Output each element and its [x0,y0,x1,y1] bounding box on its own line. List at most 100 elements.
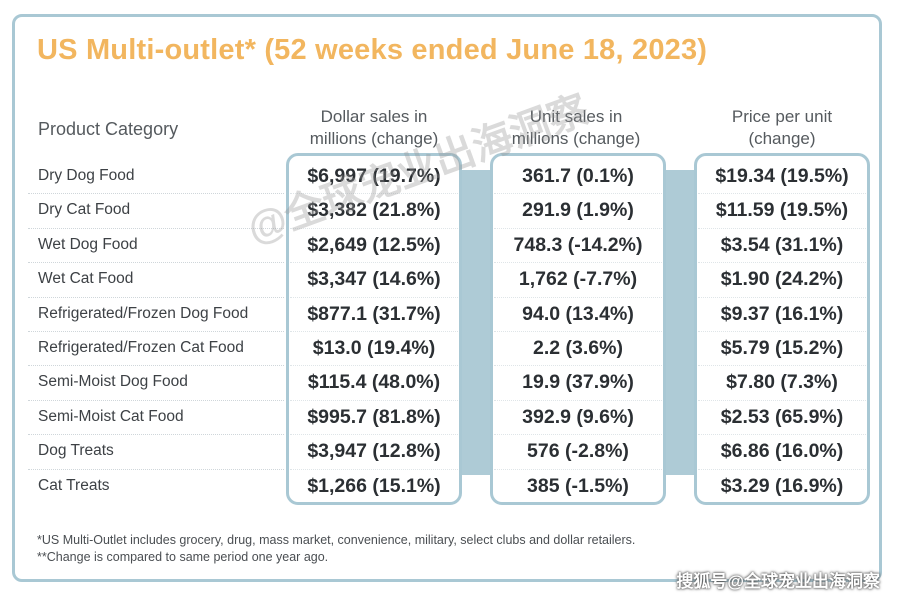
row-divider [290,365,458,367]
dollar-sales-cell: $1,266 (15.1%) [307,474,441,497]
table-row: Dry Cat Food $3,382 (21.8%) 291.9 (1.9%)… [28,194,870,229]
unit-sales-column-header: Unit sales in millions (change) [511,107,641,148]
row-divider [494,399,662,401]
dollar-sales-column-header: Dollar sales in millions (change) [309,107,439,148]
table-row: Wet Dog Food $2,649 (12.5%) 748.3 (-14.2… [28,229,870,264]
row-divider [28,262,284,264]
row-divider [698,193,866,195]
category-cell: Dog Treats [38,442,114,460]
table-row: Wet Cat Food $3,347 (14.6%) 1,762 (-7.7%… [28,263,870,298]
unit-sales-cell: 392.9 (9.6%) [522,405,634,428]
category-column-header: Product Category [38,119,179,139]
table-row: Dog Treats $3,947 (12.8%) 576 (-2.8%) $6… [28,435,870,470]
row-divider [28,365,284,367]
unit-sales-cell: 576 (-2.8%) [527,440,629,463]
unit-sales-cell: 748.3 (-14.2%) [513,233,643,256]
dollar-sales-cell: $995.7 (81.8%) [307,405,441,428]
category-cell: Semi-Moist Cat Food [38,407,184,425]
unit-sales-cell: 291.9 (1.9%) [522,199,634,222]
dollar-sales-cell: $13.0 (19.4%) [312,336,436,359]
category-cell: Dry Dog Food [38,167,135,184]
table-row: Semi-Moist Cat Food $995.7 (81.8%) 392.9… [28,401,870,436]
price-cell: $11.59 (19.5%) [715,199,849,222]
table-row: Refrigerated/Frozen Dog Food $877.1 (31.… [28,298,870,332]
row-divider [698,227,866,229]
dollar-sales-cell: $3,382 (21.8%) [307,199,441,222]
row-divider [28,227,284,229]
footnote: *US Multi-Outlet includes grocery, drug,… [37,533,636,547]
row-divider [290,330,458,332]
row-divider [698,365,866,367]
source-credit: 搜狐号@全球宠业出海洞察 [676,572,880,591]
row-divider [290,468,458,470]
row-divider [290,227,458,229]
row-divider [698,262,866,264]
row-divider [698,296,866,298]
price-cell: $1.90 (24.2%) [720,268,844,291]
row-divider [698,434,866,436]
row-divider [28,399,284,401]
unit-sales-cell: 361.7 (0.1%) [522,165,634,187]
row-divider [28,193,284,195]
unit-sales-column-box [490,153,666,505]
dollar-sales-column-box [286,153,462,505]
category-cell: Cat Treats [38,476,110,494]
table-row: Refrigerated/Frozen Cat Food $13.0 (19.4… [28,332,870,367]
unit-sales-cell: 2.2 (3.6%) [533,336,623,359]
row-divider [290,262,458,264]
dollar-sales-cell: $6,997 (19.7%) [307,165,441,187]
row-divider [494,365,662,367]
row-divider [698,399,866,401]
price-per-unit-column-header: Price per unit (change) [731,107,833,148]
category-cell: Wet Dog Food [38,235,138,253]
column-connector [458,170,494,475]
row-divider [494,193,662,195]
price-cell: $5.79 (15.2%) [720,336,844,359]
dollar-sales-cell: $877.1 (31.7%) [307,302,441,325]
dollar-sales-cell: $3,347 (14.6%) [307,268,441,291]
table-row: Cat Treats $1,266 (15.1%) 385 (-1.5%) $3… [28,470,870,504]
category-cell: Refrigerated/Frozen Dog Food [38,304,249,322]
price-cell: $9.37 (16.1%) [720,302,844,325]
row-divider [494,262,662,264]
price-cell: $3.29 (16.9%) [720,474,844,497]
unit-sales-cell: 19.9 (37.9%) [522,371,634,394]
row-divider [494,468,662,470]
price-cell: $19.34 (19.5%) [715,165,849,187]
price-cell: $3.54 (31.1%) [720,233,844,256]
row-divider [494,296,662,298]
category-cell: Refrigerated/Frozen Cat Food [38,338,244,356]
row-divider [290,193,458,195]
table-body: Dry Dog Food $6,997 (19.7%) 361.7 (0.1%)… [28,160,870,504]
unit-sales-cell: 385 (-1.5%) [527,474,629,497]
column-connector [662,170,698,475]
dollar-sales-cell: $2,649 (12.5%) [307,233,441,256]
row-divider [28,468,284,470]
row-divider [494,434,662,436]
dollar-sales-cell: $3,947 (12.8%) [307,440,441,463]
unit-sales-cell: 1,762 (-7.7%) [518,268,638,291]
price-cell: $2.53 (65.9%) [720,405,844,428]
row-divider [698,330,866,332]
category-cell: Wet Cat Food [38,270,134,288]
table-row: Dry Dog Food $6,997 (19.7%) 361.7 (0.1%)… [28,160,870,195]
row-divider [28,434,284,436]
row-divider [290,399,458,401]
page-title: US Multi-outlet* (52 weeks ended June 18… [37,34,708,66]
table-row: Semi-Moist Dog Food $115.4 (48.0%) 19.9 … [28,366,870,401]
footnotes: *US Multi-Outlet includes grocery, drug,… [37,532,635,566]
price-cell: $6.86 (16.0%) [720,440,844,463]
category-cell: Semi-Moist Dog Food [38,373,188,391]
row-divider [494,330,662,332]
row-divider [290,296,458,298]
unit-sales-cell: 94.0 (13.4%) [522,302,634,325]
row-divider [290,434,458,436]
category-cell: Dry Cat Food [38,201,131,219]
dollar-sales-cell: $115.4 (48.0%) [307,371,441,394]
price-column-box [694,153,870,505]
footnote: **Change is compared to same period one … [37,550,329,564]
price-cell: $7.80 (7.3%) [726,371,838,394]
row-divider [494,227,662,229]
row-divider [28,296,284,298]
row-divider [698,468,866,470]
